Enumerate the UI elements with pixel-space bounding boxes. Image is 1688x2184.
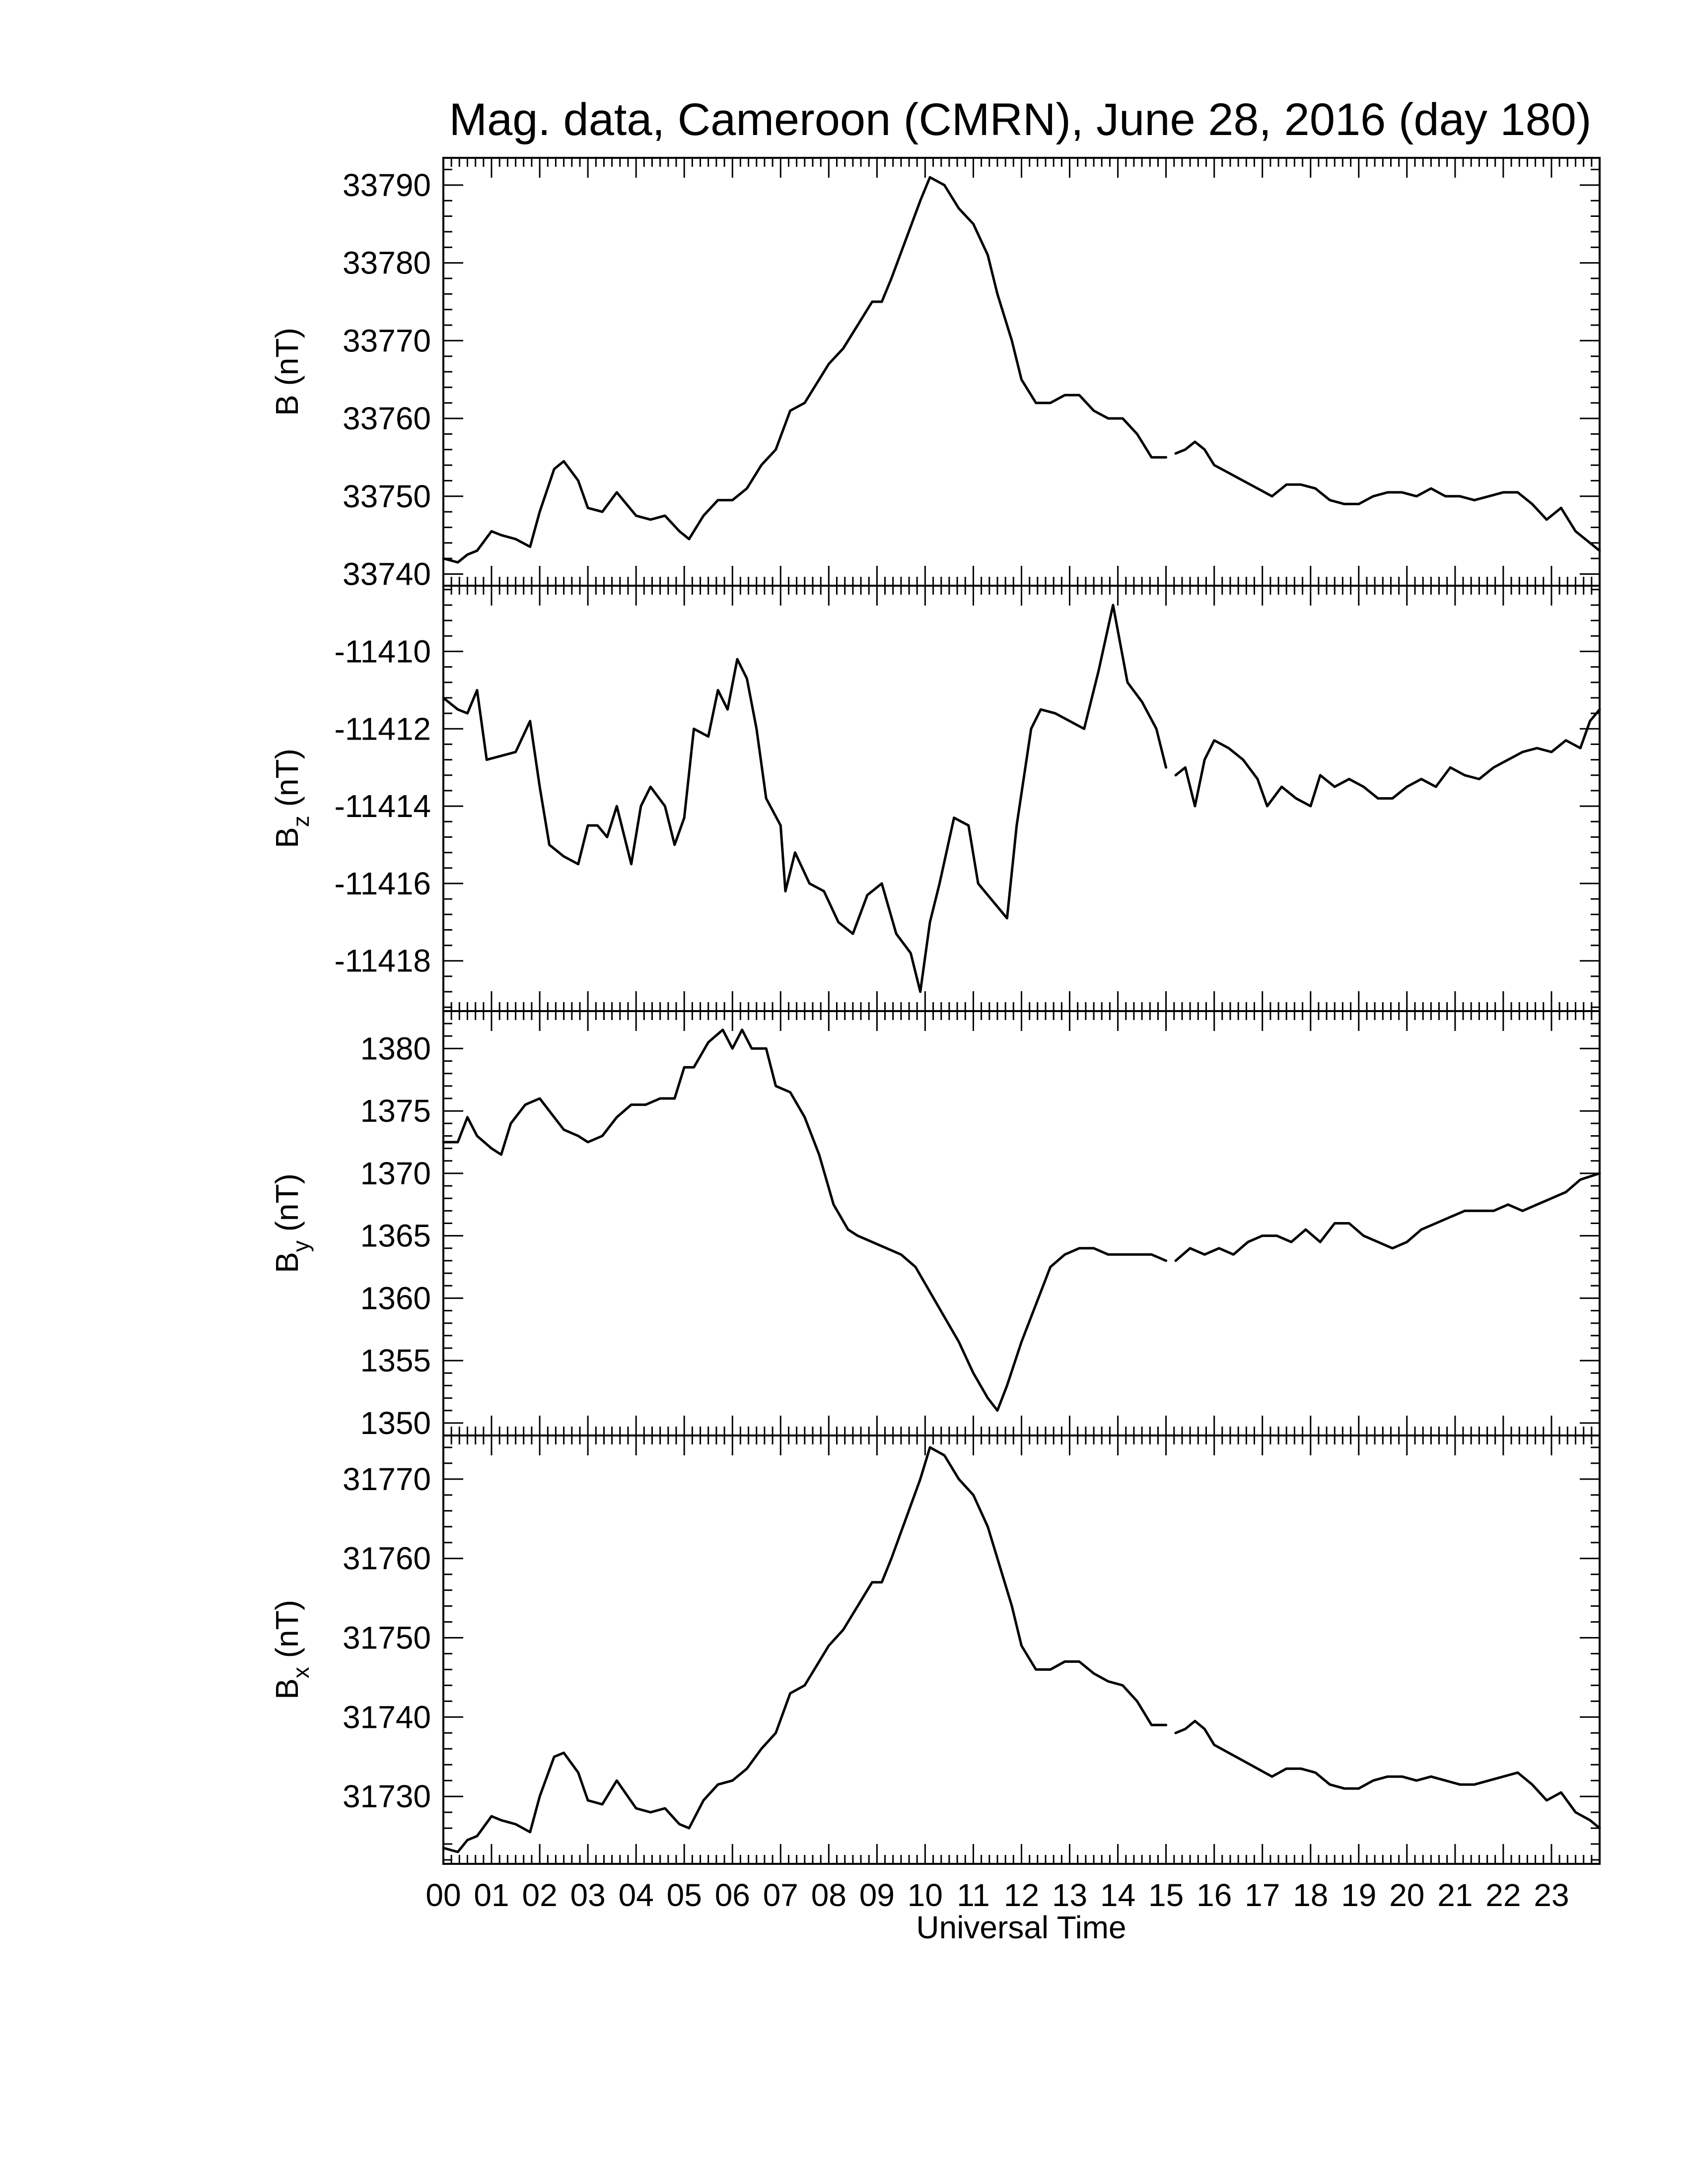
x-tick-label: 18 [1293, 1877, 1328, 1913]
panel-frame [442, 157, 1601, 587]
panel-frame [442, 1010, 1601, 1436]
y-tick-label: 1350 [360, 1405, 431, 1441]
y-tick-label: 1375 [360, 1093, 431, 1129]
y-tick-label: -11418 [334, 943, 431, 979]
y-tick-label: 33790 [343, 167, 431, 203]
x-tick-label: 15 [1148, 1877, 1184, 1913]
y-axis-label: Bz (nT) [269, 749, 314, 848]
series-line-bx-2 [1174, 1719, 1601, 1830]
y-tick-label: 1380 [360, 1030, 431, 1066]
x-tick-label: 14 [1100, 1877, 1135, 1913]
x-tick-label: 17 [1245, 1877, 1280, 1913]
y-tick-label: 33770 [343, 323, 431, 358]
y-tick-label: 1360 [360, 1280, 431, 1316]
series-line-by-1 [442, 1028, 1168, 1412]
x-axis-label: Universal Time [916, 1910, 1126, 1945]
x-tick-label: 13 [1052, 1877, 1087, 1913]
x-tick-label: 10 [908, 1877, 943, 1913]
y-tick-label: 31750 [343, 1620, 431, 1656]
y-tick-label: -11410 [334, 633, 431, 669]
x-tick-label: 04 [619, 1877, 654, 1913]
x-tick-label: 09 [859, 1877, 895, 1913]
panel-bx: 31730 31740 31750 31760 31770 Bx (nT) [269, 1434, 1601, 1865]
y-tick-label: 31730 [343, 1778, 431, 1814]
y-tick-label: 33740 [343, 556, 431, 592]
x-tick-labels: 00 01 02 03 04 05 06 07 08 09 10 11 12 13 14 15 16 17 18 19… [425, 1877, 1569, 1913]
x-tick-label: 19 [1341, 1877, 1376, 1913]
series-line-bx-1 [442, 1446, 1168, 1853]
y-tick-label: 33750 [343, 478, 431, 514]
x-tick-label: 03 [570, 1877, 606, 1913]
series-line-bz-1 [442, 604, 1168, 993]
y-tick-label: 31740 [343, 1699, 431, 1735]
panel-bz: -11410 -11412 -11414 -11416 -11418 Bz (nT) [269, 585, 1601, 1012]
y-tick-label: 1365 [360, 1218, 431, 1254]
x-tick-label: 06 [715, 1877, 750, 1913]
y-tick-label: 1370 [360, 1156, 431, 1191]
series-line-b-2 [1174, 440, 1601, 552]
x-tick-label: 22 [1485, 1877, 1521, 1913]
panel-by: 1350 1355 1360 1365 1370 1375 1380 By (nT) [269, 1010, 1601, 1441]
x-tick-label: 20 [1389, 1877, 1424, 1913]
series-line-by-2 [1174, 1172, 1601, 1262]
y-tick-label: -11414 [334, 788, 431, 824]
panel-b: 33740 33750 33760 33770 33780 33790 B (nT) [269, 157, 1601, 592]
y-tick-label: 1355 [360, 1343, 431, 1378]
x-tick-label: 00 [425, 1877, 461, 1913]
x-tick-label: 07 [763, 1877, 798, 1913]
panel-frame [442, 1434, 1601, 1865]
y-tick-label: 33760 [343, 401, 431, 436]
x-tick-label: 16 [1196, 1877, 1232, 1913]
x-tick-label: 11 [957, 1877, 989, 1913]
y-tick-label: -11412 [334, 711, 431, 747]
series-line-bz-2 [1174, 708, 1601, 808]
x-tick-label: 21 [1437, 1877, 1473, 1913]
y-tick-label: 31770 [343, 1461, 431, 1497]
y-axis-label: B (nT) [269, 328, 305, 416]
figure-title: Mag. data, Cameroon (CMRN), June 28, 201… [449, 94, 1591, 145]
x-tick-label: 02 [522, 1877, 558, 1913]
y-axis-label: Bx (nT) [269, 1600, 314, 1700]
x-tick-label: 08 [811, 1877, 846, 1913]
y-tick-label: 33780 [343, 245, 431, 281]
x-tick-label: 01 [474, 1877, 509, 1913]
x-tick-label: 23 [1534, 1877, 1569, 1913]
y-tick-label: 31760 [343, 1541, 431, 1576]
y-axis-label: By (nT) [269, 1173, 314, 1273]
series-line-b-1 [442, 176, 1168, 564]
x-tick-label: 05 [667, 1877, 702, 1913]
panel-stack: 33740 33750 33760 33770 33780 33790 B (nT) -114… [269, 157, 1601, 1865]
y-tick-label: -11416 [334, 866, 431, 901]
x-tick-label: 12 [1004, 1877, 1039, 1913]
